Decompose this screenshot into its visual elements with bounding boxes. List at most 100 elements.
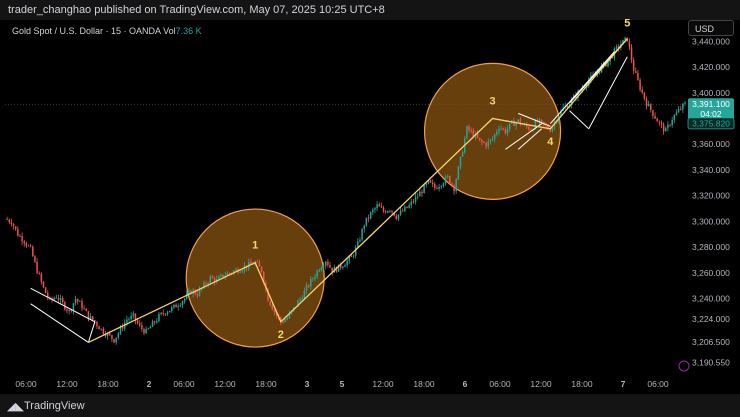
candle-body: [679, 109, 682, 110]
candle-body: [365, 217, 368, 226]
x-tick-label: 18:00: [97, 379, 119, 389]
candle-body: [134, 313, 137, 321]
candle-body: [570, 98, 573, 105]
candle-body: [102, 328, 105, 334]
candle-body: [406, 206, 408, 208]
candle-body: [55, 297, 58, 299]
y-tick-label: 3,300.000: [692, 216, 730, 226]
candle-body: [85, 308, 88, 312]
candle-body: [76, 298, 79, 302]
candle-body: [209, 276, 212, 284]
candle-body: [423, 184, 425, 194]
candle-body: [551, 126, 554, 132]
candle-body: [220, 274, 222, 277]
candle-body: [517, 119, 519, 123]
candle-body: [658, 121, 661, 123]
candle-body: [429, 180, 432, 183]
candle-body: [357, 241, 359, 248]
candle-body: [346, 260, 348, 266]
candle-body: [96, 321, 98, 327]
candle-body: [350, 256, 353, 258]
candle-body: [538, 119, 541, 122]
candle-body: [164, 313, 167, 315]
candle-body: [384, 211, 387, 213]
candle-body: [141, 325, 143, 330]
time-axis[interactable]: 06:00 12:00 18:00 2 06:00 12:00 18:00 3 5 12:00 18…: [15, 379, 669, 389]
currency-button[interactable]: USD: [688, 20, 734, 36]
candle-body: [481, 140, 483, 143]
x-tick-label: 06:00: [15, 379, 37, 389]
candle-body: [491, 139, 494, 140]
candle-body: [104, 333, 107, 337]
channel-line: [569, 110, 590, 130]
y-tick-label: 3,224.000: [692, 314, 730, 324]
candle-body: [478, 137, 481, 141]
y-tick-label: 3,206.500: [692, 337, 730, 347]
candle-body: [632, 60, 635, 72]
candle-body: [675, 112, 678, 116]
candle-body: [288, 313, 291, 318]
price-axis[interactable]: 3,440.0003,420.0003,400.0003,380.0003,36…: [692, 36, 730, 367]
x-tick-label: 12:00: [56, 379, 78, 389]
candle-body: [363, 225, 365, 229]
candle-body: [327, 261, 329, 266]
candle-body: [455, 179, 457, 192]
candle-body: [183, 298, 186, 302]
candle-body: [273, 309, 276, 313]
candle-body: [665, 128, 667, 132]
candle-body: [339, 264, 342, 268]
candle-body: [513, 120, 515, 126]
candle-body: [21, 236, 23, 242]
channel-line: [30, 287, 96, 323]
candle-body: [151, 321, 154, 327]
channel-line: [588, 56, 628, 130]
candle-body: [412, 201, 415, 203]
candle-body: [496, 131, 498, 135]
candle-body: [575, 95, 577, 98]
wave-circle-3: [423, 62, 562, 200]
candle-body: [461, 152, 464, 157]
candle-body: [6, 218, 8, 220]
current-price-tag: [688, 98, 734, 121]
candle-body: [303, 290, 306, 299]
candle-body: [179, 305, 182, 307]
candle-body: [431, 182, 434, 185]
candle-body: [310, 278, 312, 287]
candle-body: [198, 289, 201, 296]
candle-body: [17, 229, 19, 237]
candle-body: [79, 301, 81, 303]
candle-body: [354, 247, 357, 256]
candle-body: [194, 290, 197, 295]
x-tick-label: 3: [305, 379, 310, 389]
candle-body: [258, 262, 261, 267]
candle-body: [42, 281, 45, 288]
candle-body: [508, 123, 511, 129]
candle-body: [312, 278, 314, 280]
candle-body: [650, 103, 652, 111]
candle-body: [434, 184, 436, 189]
secondary-price-text: 3,375.820: [692, 118, 730, 128]
y-tick-label: 3,360.000: [692, 139, 730, 149]
candle-body: [598, 72, 601, 74]
candle-body: [40, 273, 43, 282]
candle-body: [566, 105, 569, 108]
candle-body: [284, 319, 286, 323]
candle-body: [74, 298, 77, 304]
candle-body: [61, 298, 64, 303]
candle-body: [397, 214, 400, 219]
candle-body: [393, 212, 395, 216]
candle-body: [656, 118, 658, 122]
y-tick-label: 3,190.550: [692, 357, 730, 367]
wave-labels: 1 2 3 4 5: [252, 18, 630, 341]
candle-body: [607, 61, 609, 67]
y-tick-label: 3,320.000: [692, 191, 730, 201]
candle-body: [387, 211, 389, 213]
candle-body: [138, 323, 141, 326]
candle-body: [615, 46, 618, 49]
candle-body: [166, 312, 169, 315]
candle-body: [673, 115, 676, 121]
candle-body: [181, 301, 184, 306]
candle-body: [70, 309, 73, 311]
candle-body: [630, 47, 633, 61]
